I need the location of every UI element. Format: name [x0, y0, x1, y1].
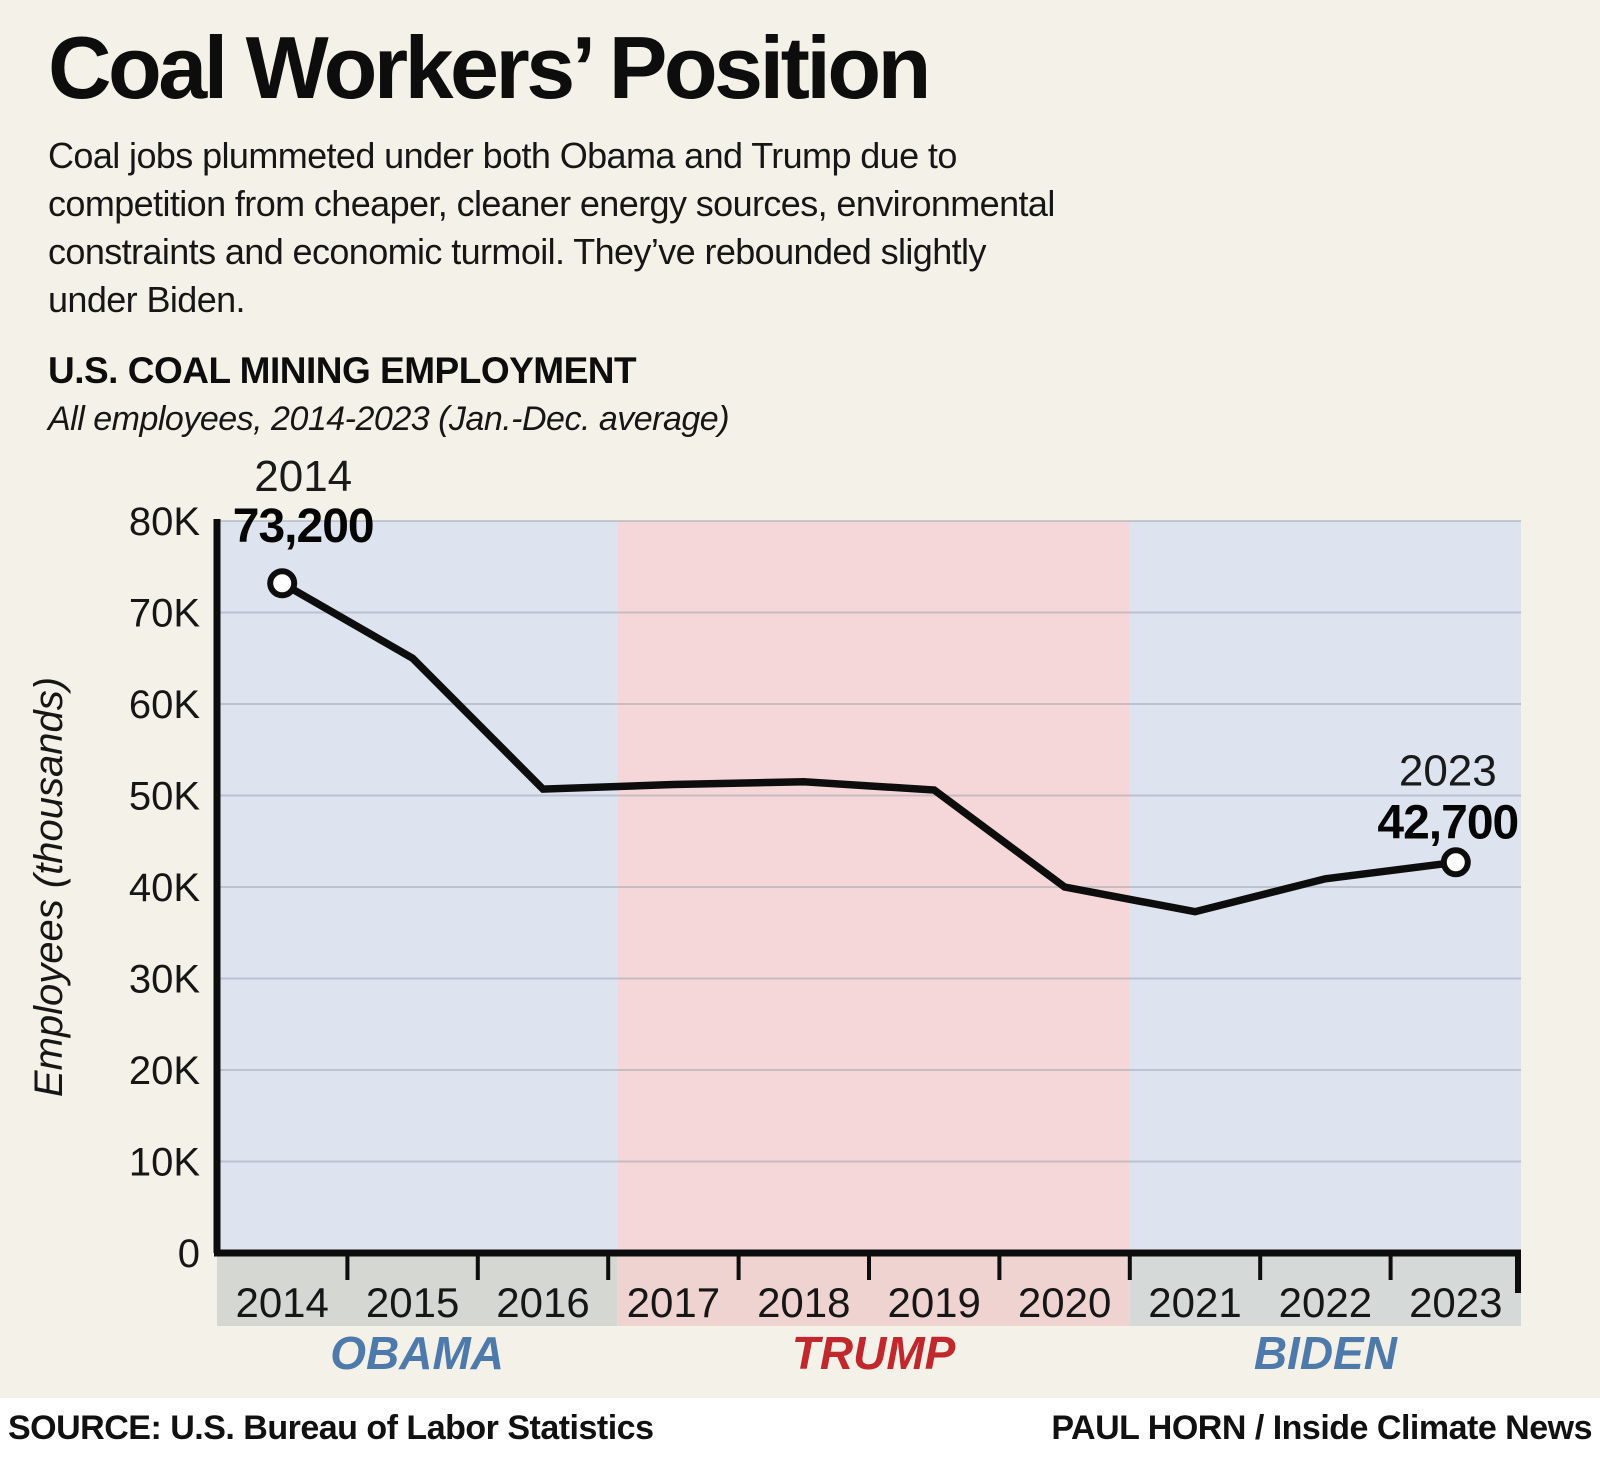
x-tick-label-2019: 2019 — [887, 1279, 980, 1326]
employment-line-chart: OBAMA TRUMP BIDEN 0 10K 20K 30K 40K 50K 60K 70K 80K… — [27, 453, 1521, 1379]
president-label-obama: OBAMA — [330, 1327, 504, 1379]
description-line-1: Coal jobs plummeted under both Obama and… — [48, 134, 957, 176]
author-credit: PAUL HORN / Inside Climate News — [1051, 1408, 1592, 1447]
infographic-panel: Coal Workers’ Position Coal jobs plummet… — [0, 0, 1600, 1398]
y-axis-tick-label: 10K — [129, 1140, 200, 1184]
x-tick-label-2020: 2020 — [1018, 1279, 1111, 1326]
x-tick-label-2014: 2014 — [235, 1279, 328, 1326]
y-axis-tick-label: 0 — [178, 1232, 200, 1276]
president-label-biden: BIDEN — [1254, 1327, 1398, 1379]
axis-band-biden — [1129, 1252, 1521, 1326]
axis-band-trump — [617, 1252, 1130, 1326]
x-tick-label-2023: 2023 — [1409, 1279, 1502, 1326]
source-credit: SOURCE: U.S. Bureau of Labor Statistics — [8, 1408, 654, 1447]
chart-subheading: All employees, 2014-2023 (Jan.-Dec. aver… — [48, 399, 730, 438]
x-tick-label-2017: 2017 — [627, 1279, 720, 1326]
annotation-year-2014: 2014 — [254, 453, 352, 501]
x-tick-label-2022: 2022 — [1279, 1279, 1372, 1326]
y-axis-title: Employees (thousands) — [27, 676, 71, 1096]
description-line-3: constraints and economic turmoil. They’v… — [48, 230, 986, 272]
annotation-year-2023: 2023 — [1399, 746, 1497, 795]
footer: SOURCE: U.S. Bureau of Labor Statistics … — [0, 1398, 1600, 1458]
header: Coal Workers’ Position Coal jobs plummet… — [0, 0, 1600, 439]
y-axis-tick-label: 80K — [129, 500, 200, 544]
data-point-marker-2023 — [1440, 846, 1471, 877]
x-tick-label-2015: 2015 — [366, 1279, 459, 1326]
y-axis-tick-label: 30K — [129, 957, 200, 1001]
y-axis-tick-label: 40K — [129, 866, 200, 910]
description: Coal jobs plummeted under both Obama and… — [48, 132, 1560, 324]
chart-heading: U.S. COAL MINING EMPLOYMENT — [48, 349, 637, 391]
y-axis-tick-label: 50K — [129, 774, 200, 818]
y-axis-tick-label: 20K — [129, 1049, 200, 1093]
data-point-marker-2014 — [267, 567, 298, 598]
x-tick-label-2018: 2018 — [757, 1279, 850, 1326]
president-label-trump: TRUMP — [792, 1327, 956, 1379]
x-tick-label-2021: 2021 — [1148, 1279, 1241, 1326]
annotation-value-2023: 42,700 — [1377, 796, 1518, 849]
y-axis-tick-label: 70K — [129, 591, 200, 635]
annotation-value-2014: 73,200 — [233, 500, 374, 553]
description-line-4: under Biden. — [48, 278, 246, 320]
employment-line — [280, 579, 1457, 916]
y-axis-tick-label: 60K — [129, 683, 200, 727]
axis-band-obama — [217, 1252, 618, 1326]
x-tick-label-2016: 2016 — [496, 1279, 589, 1326]
page-title: Coal Workers’ Position — [48, 18, 931, 117]
description-line-2: competition from cheaper, cleaner energy… — [48, 182, 1055, 224]
